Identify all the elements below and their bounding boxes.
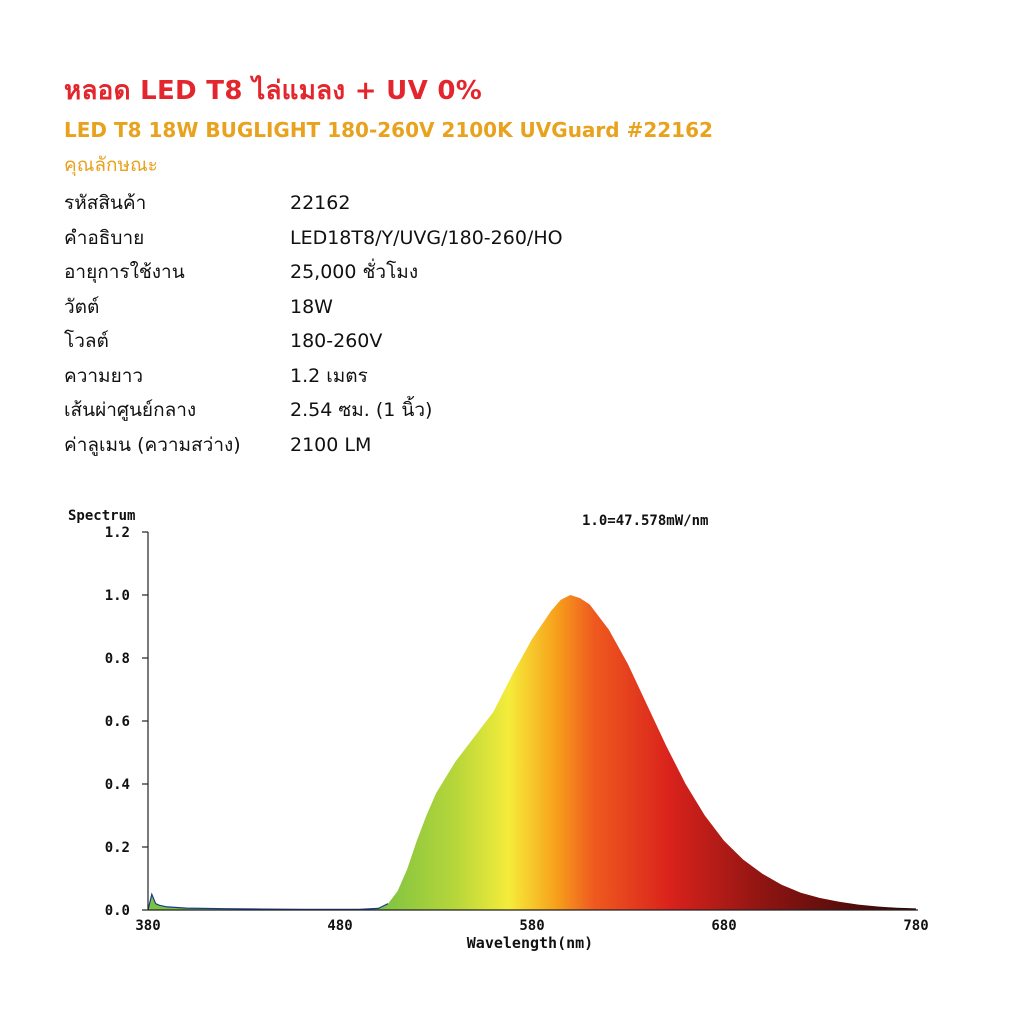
y-tick-label: 0.0 xyxy=(105,903,130,919)
y-tick-label: 0.8 xyxy=(105,651,130,667)
spectrum-line xyxy=(147,892,389,911)
x-tick-label: 380 xyxy=(135,918,160,934)
spec-value: 18W xyxy=(290,295,333,318)
spec-row: อายุการใช้งาน 25,000 ชั่วโมง xyxy=(64,255,563,290)
spectrum-chart: Spectrum 1.0=47.578mW/nm 0.0 0.2 0.4 0.6 0.8… xyxy=(68,508,929,952)
x-tick-label: 580 xyxy=(519,918,544,934)
spec-label: เส้นผ่าศูนย์กลาง xyxy=(64,399,197,422)
spec-row: ค่าลูเมน (ความสว่าง) 2100 LM xyxy=(64,428,563,463)
spec-table: รหัสสินค้า 22162 คำอธิบาย LED18T8/Y/UVG/… xyxy=(64,186,563,462)
spec-label: ความยาว xyxy=(64,364,144,387)
spec-value: 2100 LM xyxy=(290,433,372,456)
spec-value: 180-260V xyxy=(290,330,383,353)
x-tick-label: 480 xyxy=(327,918,352,934)
spec-label: โวลต์ xyxy=(64,330,109,353)
spec-value: 1.2 เมตร xyxy=(290,364,368,387)
product-subtitle: LED T8 18W BUGLIGHT 180-260V 2100K UVGua… xyxy=(64,118,713,142)
spec-label: อายุการใช้งาน xyxy=(64,261,185,284)
spec-row: ความยาว 1.2 เมตร xyxy=(64,359,563,394)
spec-row: คำอธิบาย LED18T8/Y/UVG/180-260/HO xyxy=(64,221,563,256)
x-tick-label: 680 xyxy=(711,918,736,934)
y-tick-label: 0.2 xyxy=(105,840,130,856)
spec-row: โวลต์ 180-260V xyxy=(64,324,563,359)
y-tick-label: 0.4 xyxy=(105,777,130,793)
spectrum-area xyxy=(148,595,916,910)
y-axis-ticks: 0.0 0.2 0.4 0.6 0.8 1.0 1.2 xyxy=(105,525,148,919)
spec-row: วัตต์ 18W xyxy=(64,290,563,325)
x-tick-label: 780 xyxy=(903,918,928,934)
specs-heading: คุณลักษณะ xyxy=(64,154,158,176)
chart-annotation: 1.0=47.578mW/nm xyxy=(582,513,708,529)
y-tick-label: 0.6 xyxy=(105,714,130,730)
spec-label: คำอธิบาย xyxy=(64,226,145,249)
spec-label: รหัสสินค้า xyxy=(64,192,147,215)
spec-value: LED18T8/Y/UVG/180-260/HO xyxy=(290,226,563,249)
spec-value: 22162 xyxy=(290,192,351,215)
spec-row: เส้นผ่าศูนย์กลาง 2.54 ซม. (1 นิ้ว) xyxy=(64,393,563,428)
page-title: หลอด LED T8 ไล่แมลง + UV 0% xyxy=(64,76,483,106)
chart-title: Spectrum xyxy=(68,508,135,524)
y-tick-label: 1.2 xyxy=(105,525,130,541)
spec-value: 25,000 ชั่วโมง xyxy=(290,261,419,284)
spec-label: ค่าลูเมน (ความสว่าง) xyxy=(64,433,241,456)
x-axis-label: Wavelength(nm) xyxy=(467,934,593,952)
y-tick-label: 1.0 xyxy=(105,588,130,604)
spec-row: รหัสสินค้า 22162 xyxy=(64,186,563,221)
x-axis-ticks: 380 480 580 680 780 xyxy=(135,918,928,934)
spec-value: 2.54 ซม. (1 นิ้ว) xyxy=(290,399,433,422)
spec-label: วัตต์ xyxy=(64,295,100,318)
